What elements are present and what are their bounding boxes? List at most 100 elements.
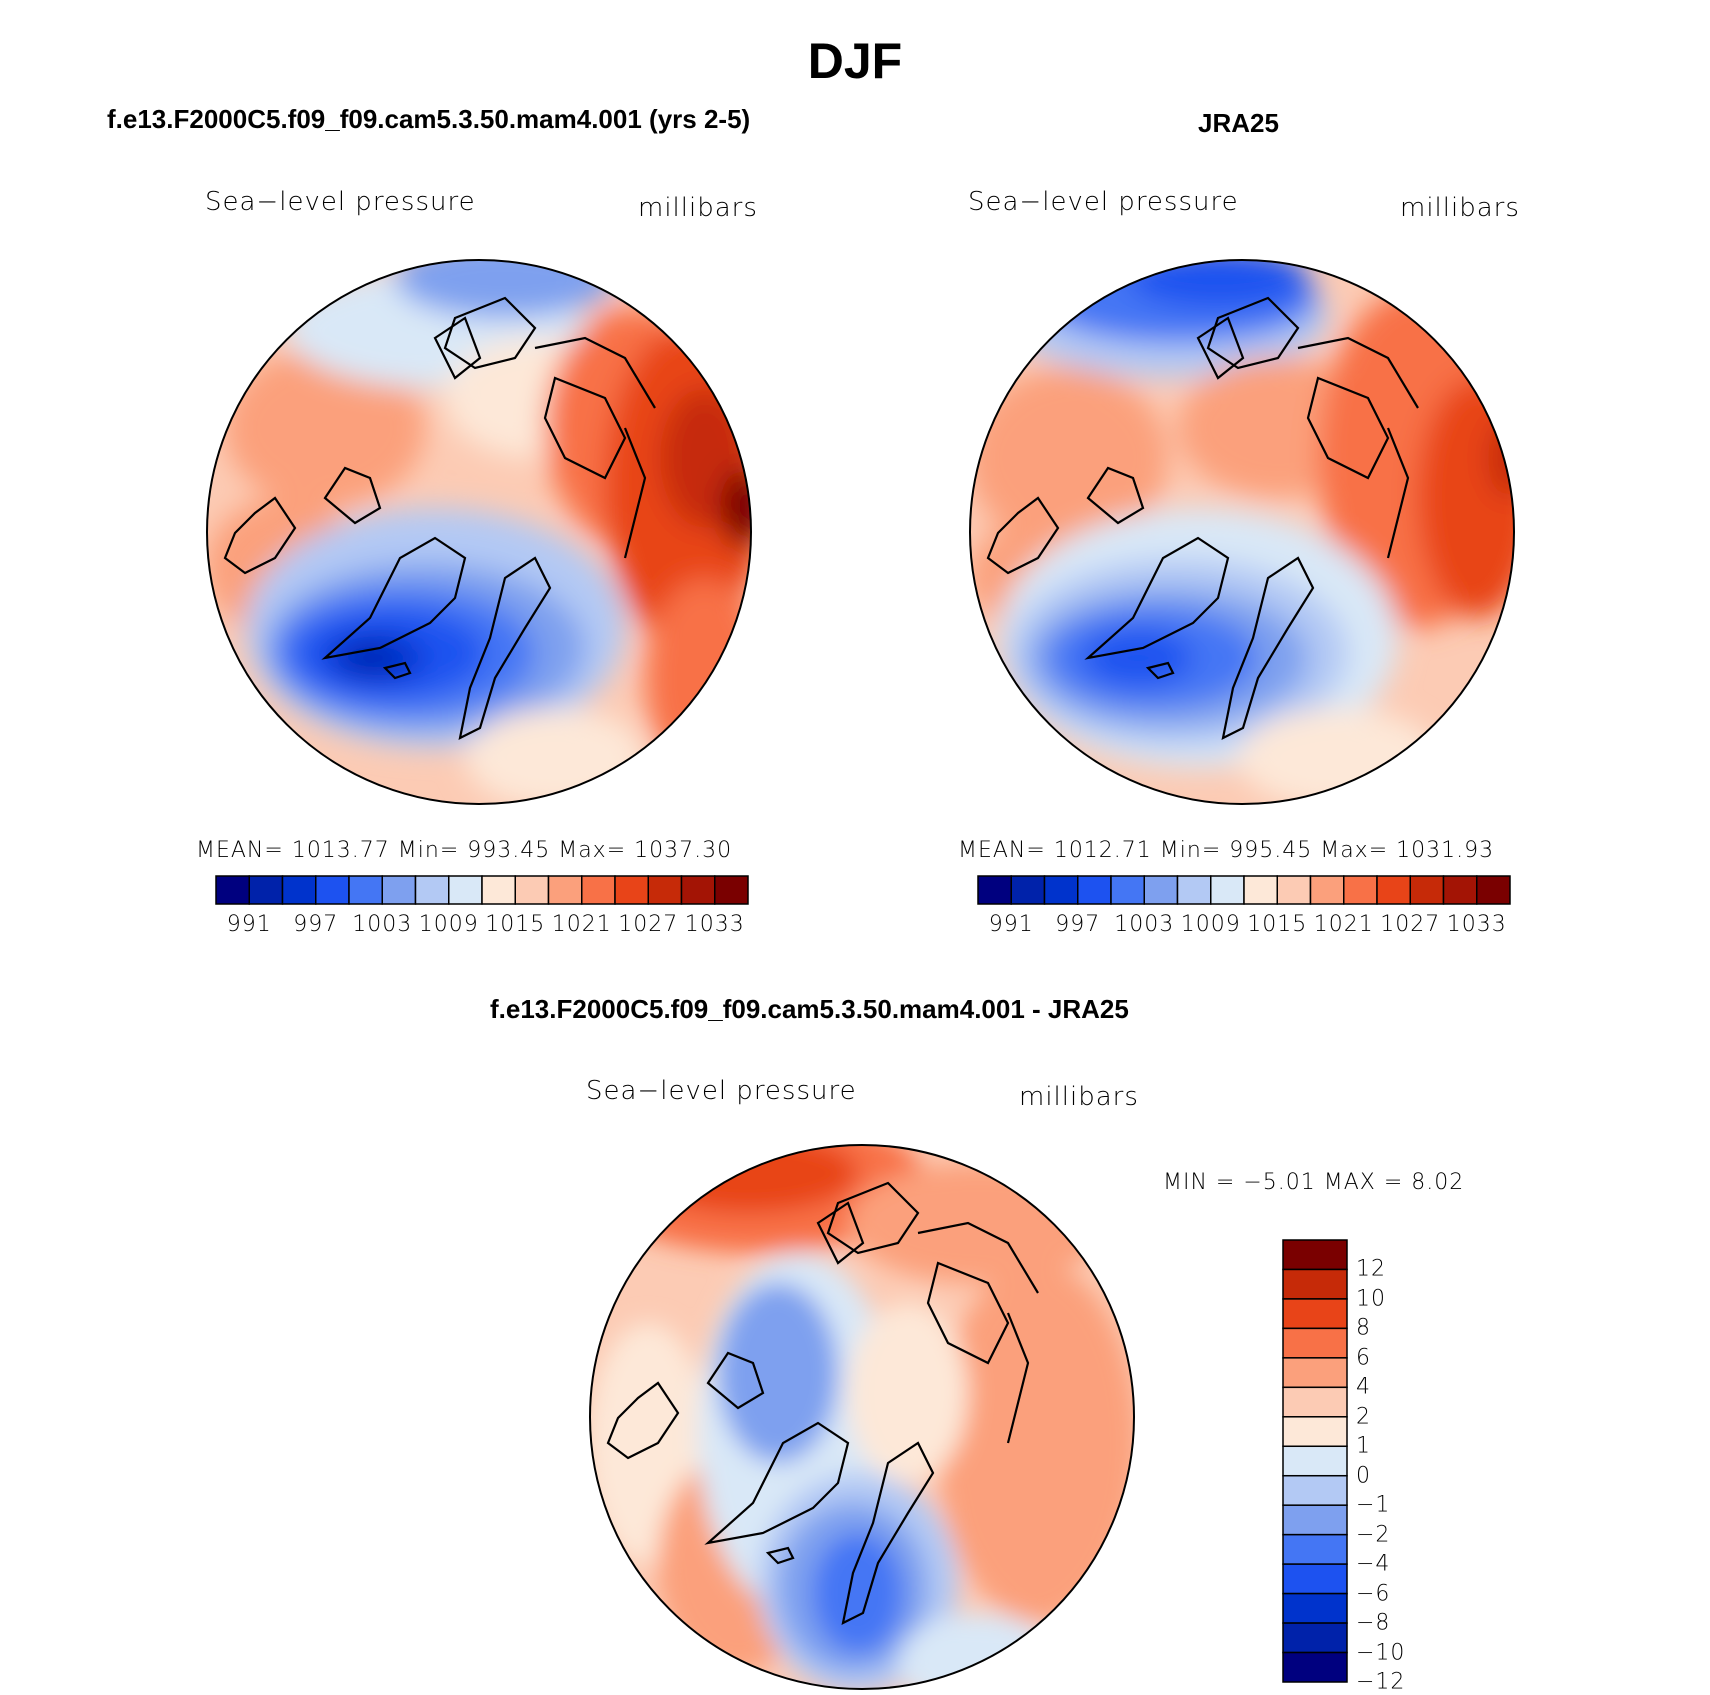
colorbar-tick-label: 1021 — [1313, 912, 1374, 937]
colorbar-swatch — [1282, 1239, 1348, 1271]
colorbar-swatch — [1282, 1268, 1348, 1300]
colorbar-swatch — [581, 875, 616, 905]
colorbar-swatch — [1282, 1622, 1348, 1654]
colorbar-tick-label: 1021 — [551, 912, 612, 937]
colorbar-swatch — [1143, 875, 1179, 905]
colorbar-tick-label: 997 — [1055, 912, 1101, 937]
colorbar-tick-label: 1009 — [418, 912, 479, 937]
polar-map-obs — [969, 259, 1515, 805]
map-boundary — [206, 259, 752, 805]
colorbar-swatch — [1282, 1533, 1348, 1565]
colorbar-swatch — [1282, 1357, 1348, 1389]
colorbar-swatch — [1243, 875, 1278, 905]
colorbar-tick-label: 6 — [1356, 1345, 1371, 1371]
colorbar-swatch — [1476, 875, 1511, 905]
stats-model: MEAN= 1013.77 Min= 993.45 Max= 1037.30 — [196, 838, 733, 863]
colorbar-swatch — [1282, 1298, 1348, 1330]
colorbar-swatch — [381, 875, 417, 905]
colorbar-tick-label: 1033 — [684, 912, 745, 937]
panel-title-model: f.e13.F2000C5.f09_f09.cam5.3.50.mam4.001… — [107, 104, 751, 134]
colorbar-tick-label: 1015 — [485, 912, 546, 937]
polar-map-model — [206, 259, 752, 805]
colorbar-swatch — [1110, 875, 1145, 905]
colorbar-swatch — [1282, 1416, 1348, 1448]
colorbar-swatch — [647, 875, 683, 905]
colorbar-swatch — [1276, 875, 1312, 905]
colorbar-tick-label: 1003 — [352, 912, 413, 937]
colorbar-swatch — [1309, 875, 1345, 905]
colorbar-swatch — [1282, 1327, 1348, 1359]
colorbar-tick-label: 10 — [1356, 1286, 1386, 1312]
colorbar-tick-label: 1015 — [1247, 912, 1308, 937]
colorbar-swatch — [977, 875, 1012, 905]
colorbar-swatch — [215, 875, 250, 905]
colorbar-swatch — [1442, 875, 1478, 905]
colorbar-tick-label: 8 — [1356, 1315, 1371, 1341]
stats-obs: MEAN= 1012.71 Min= 995.45 Max= 1031.93 — [958, 838, 1495, 863]
colorbar-swatch — [1409, 875, 1445, 905]
colorbar-swatch — [1282, 1386, 1348, 1418]
variable-label-diff: Sea−level pressure — [586, 1076, 857, 1106]
colorbar-swatch — [1010, 875, 1046, 905]
colorbar-tick-label: 1033 — [1446, 912, 1507, 937]
colorbar-swatch — [1343, 875, 1378, 905]
colorbar-tick-label: 2 — [1356, 1404, 1371, 1430]
units-label-diff: millibars — [1019, 1082, 1139, 1112]
colorbar-swatch — [514, 875, 550, 905]
colorbar-ticks-obs: 991 997 1003 1009 1015 1021 1027 1033 — [978, 912, 1510, 942]
coastlines — [223, 296, 656, 740]
panel-title-diff: f.e13.F2000C5.f09_f09.cam5.3.50.mam4.001… — [490, 994, 1129, 1024]
colorbar-swatch — [481, 875, 516, 905]
colorbar-tick-label: 12 — [1356, 1256, 1386, 1282]
colorbar-tick-label: 1 — [1356, 1433, 1371, 1459]
colorbar-tick-label: −4 — [1356, 1551, 1391, 1577]
colorbar-tick-label: 991 — [226, 912, 272, 937]
colorbar-swatch — [1376, 875, 1411, 905]
colorbar-swatch — [348, 875, 383, 905]
colorbar-tick-label: −2 — [1356, 1522, 1391, 1548]
colorbar-tick-label: 1003 — [1114, 912, 1175, 937]
colorbar-swatch — [1282, 1474, 1348, 1506]
map-boundary — [969, 259, 1515, 805]
variable-label-model: Sea−level pressure — [205, 187, 476, 217]
coastlines — [606, 1181, 1039, 1625]
colorbar-swatch — [248, 875, 284, 905]
units-label-obs: millibars — [1400, 193, 1520, 223]
colorbar-swatch — [1176, 875, 1212, 905]
colorbar-tick-label: −12 — [1356, 1669, 1406, 1695]
colorbar-swatch — [1077, 875, 1112, 905]
colorbar-swatch — [680, 875, 716, 905]
colorbar-swatch — [614, 875, 649, 905]
colorbar-swatch — [315, 875, 350, 905]
colorbar-diff — [1282, 1239, 1348, 1683]
colorbar-swatch — [1282, 1563, 1348, 1595]
colorbar-model — [215, 875, 749, 905]
colorbar-swatch — [448, 875, 483, 905]
colorbar-tick-label: 991 — [988, 912, 1034, 937]
colorbar-tick-label: −8 — [1356, 1610, 1391, 1636]
colorbar-swatch — [281, 875, 317, 905]
colorbar-obs — [977, 875, 1511, 905]
units-label-model: millibars — [638, 193, 758, 223]
colorbar-tick-label: 4 — [1356, 1374, 1371, 1400]
colorbar-swatch — [1282, 1651, 1348, 1683]
polar-map-diff — [589, 1144, 1135, 1690]
colorbar-tick-label: 997 — [293, 912, 339, 937]
coastlines — [986, 296, 1419, 740]
colorbar-swatch — [1282, 1592, 1348, 1624]
colorbar-tick-label: 0 — [1356, 1463, 1371, 1489]
colorbar-tick-label: 1027 — [618, 912, 679, 937]
variable-label-obs: Sea−level pressure — [968, 187, 1239, 217]
colorbar-ticks-diff: 12 10 8 6 4 2 1 0 −1 −2 −4 −6 −8 −10 −12 — [1356, 1240, 1436, 1695]
main-title: DJF — [807, 33, 903, 89]
colorbar-tick-label: −10 — [1356, 1640, 1406, 1666]
colorbar-tick-label: 1027 — [1380, 912, 1441, 937]
colorbar-tick-label: 1009 — [1180, 912, 1241, 937]
colorbar-swatch — [1282, 1445, 1348, 1477]
colorbar-swatch — [1210, 875, 1245, 905]
colorbar-swatch — [1043, 875, 1079, 905]
colorbar-swatch — [547, 875, 583, 905]
colorbar-swatch — [414, 875, 450, 905]
panel-title-obs: JRA25 — [1198, 108, 1279, 138]
colorbar-swatch — [1282, 1504, 1348, 1536]
